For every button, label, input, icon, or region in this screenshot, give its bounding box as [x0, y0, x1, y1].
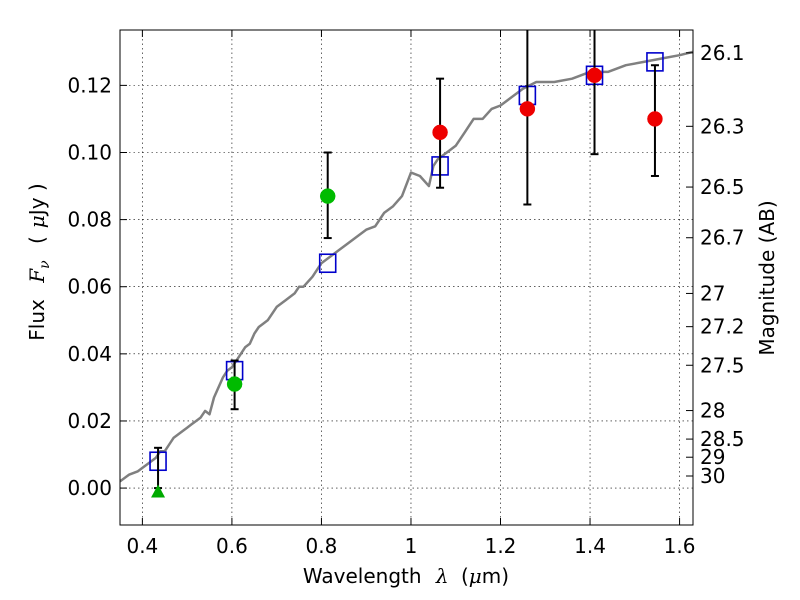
axis-ticks: 0.4 0.6 0.8 1 1.2 1.4 1.6 0.00 0.02 0.04 0.06 0.08 0…: [67, 30, 745, 558]
y-tick-label: 0.12: [67, 73, 112, 97]
y-tick-label: 0.10: [67, 140, 112, 164]
photometry-point: [647, 111, 663, 127]
y-tick-label: 0.06: [67, 275, 112, 299]
mag-tick-label: 28: [700, 399, 725, 423]
x-tick-label: 0.6: [216, 534, 248, 558]
mag-tick-label: 30: [700, 464, 725, 488]
mag-tick-label: 27.2: [700, 315, 745, 339]
x-axis-label-text: Wavelength: [303, 564, 422, 588]
mag-tick-label: 26.3: [700, 114, 745, 138]
y-tick-label: 0.00: [67, 476, 112, 500]
model-flux-square: [318, 253, 337, 274]
mag-tick-label: 26.1: [700, 41, 745, 65]
mag-tick-label: 28.5: [700, 427, 745, 451]
photometry-point: [319, 188, 336, 204]
data-series: [120, 50, 693, 483]
y-tick-label: 0.02: [67, 409, 112, 433]
x-axis-label: Wavelength λ (μm): [303, 564, 509, 588]
x-tick-label: 1.4: [574, 534, 606, 558]
y-axis-label-text: Flux: [25, 299, 49, 341]
mag-tick-label: 27.5: [700, 353, 745, 377]
grid-lines: [120, 30, 693, 525]
x-tick-label: 0.4: [126, 534, 158, 558]
mag-tick-label: 29: [700, 445, 725, 469]
y-axis-label-symbol: F: [25, 268, 49, 284]
y-axis-label: Flux Fν ( μJy ): [25, 183, 54, 340]
x-tick-label: 0.8: [306, 534, 338, 558]
mag-tick-label: 26.7: [700, 226, 745, 250]
x-axis-label-unit-rest: m): [482, 564, 509, 588]
data-markers: [149, 30, 664, 498]
model-sed-line: [120, 50, 693, 483]
x-axis-label-symbol: λ: [435, 564, 449, 588]
y-axis-label-unit-rest: Jy ): [25, 183, 49, 217]
photometry-point: [432, 124, 448, 141]
x-axis-label-unit-open: (: [461, 564, 469, 588]
mag-tick-label: 26.5: [700, 175, 745, 199]
upper-limit-triangle: [151, 484, 166, 498]
photometry-point: [519, 101, 536, 117]
y-axis-right-label: Magnitude (AB): [755, 200, 779, 355]
photometry-point: [586, 67, 603, 84]
y-axis-label-subscript: ν: [37, 260, 53, 269]
y-tick-label: 0.04: [67, 342, 112, 366]
plot-frame: [119, 29, 694, 526]
plot-background: [120, 30, 693, 525]
y-tick-label: 0.08: [67, 208, 112, 232]
photometry-point: [226, 376, 243, 392]
y-axis-label-unit-open: (: [25, 236, 49, 244]
x-tick-label: 1.2: [485, 534, 517, 558]
y-axis-label-unit-mu: μ: [25, 215, 49, 228]
x-tick-label: 1.6: [664, 534, 696, 558]
mag-tick-label: 27: [700, 281, 725, 305]
x-tick-label: 1: [405, 534, 418, 558]
x-axis-label-unit-mu: μ: [469, 564, 482, 588]
